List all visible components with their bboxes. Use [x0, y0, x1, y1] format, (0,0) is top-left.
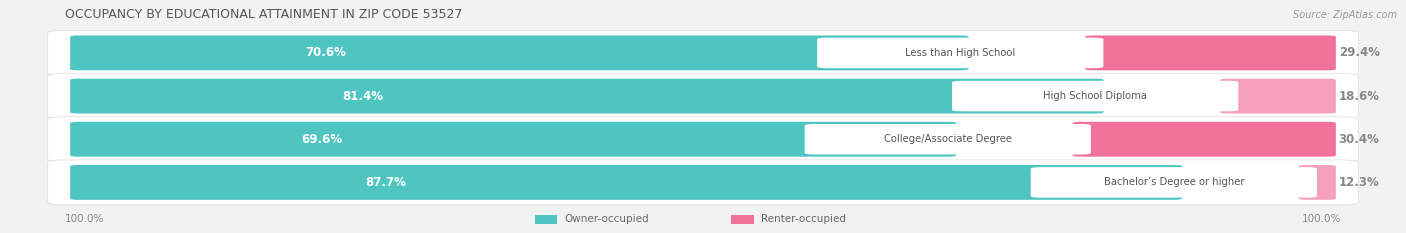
FancyBboxPatch shape [70, 165, 1182, 200]
Text: Renter-occupied: Renter-occupied [761, 214, 845, 224]
Text: 100.0%: 100.0% [65, 214, 104, 224]
Text: 81.4%: 81.4% [343, 89, 384, 103]
FancyBboxPatch shape [48, 160, 1358, 205]
Text: 12.3%: 12.3% [1339, 176, 1379, 189]
Text: 70.6%: 70.6% [305, 46, 346, 59]
FancyBboxPatch shape [1085, 35, 1336, 70]
FancyBboxPatch shape [804, 124, 1091, 154]
Text: Source: ZipAtlas.com: Source: ZipAtlas.com [1294, 10, 1398, 20]
Text: 100.0%: 100.0% [1302, 214, 1341, 224]
Text: College/Associate Degree: College/Associate Degree [884, 134, 1012, 144]
FancyBboxPatch shape [952, 81, 1239, 111]
FancyBboxPatch shape [48, 30, 1358, 75]
FancyBboxPatch shape [1220, 79, 1336, 113]
FancyBboxPatch shape [817, 38, 1104, 68]
Text: High School Diploma: High School Diploma [1043, 91, 1147, 101]
Text: 30.4%: 30.4% [1339, 133, 1379, 146]
FancyBboxPatch shape [534, 215, 557, 224]
FancyBboxPatch shape [1031, 167, 1317, 198]
FancyBboxPatch shape [48, 117, 1358, 162]
FancyBboxPatch shape [48, 74, 1358, 119]
FancyBboxPatch shape [731, 215, 754, 224]
Text: Owner-occupied: Owner-occupied [564, 214, 648, 224]
Text: 87.7%: 87.7% [364, 176, 406, 189]
Text: 69.6%: 69.6% [301, 133, 343, 146]
FancyBboxPatch shape [70, 122, 956, 157]
Text: 18.6%: 18.6% [1339, 89, 1379, 103]
FancyBboxPatch shape [1299, 165, 1336, 200]
Text: Less than High School: Less than High School [905, 48, 1015, 58]
FancyBboxPatch shape [70, 79, 1104, 113]
FancyBboxPatch shape [70, 35, 969, 70]
Text: OCCUPANCY BY EDUCATIONAL ATTAINMENT IN ZIP CODE 53527: OCCUPANCY BY EDUCATIONAL ATTAINMENT IN Z… [65, 8, 463, 21]
Text: 29.4%: 29.4% [1339, 46, 1379, 59]
FancyBboxPatch shape [1073, 122, 1336, 157]
Text: Bachelor’s Degree or higher: Bachelor’s Degree or higher [1104, 177, 1244, 187]
